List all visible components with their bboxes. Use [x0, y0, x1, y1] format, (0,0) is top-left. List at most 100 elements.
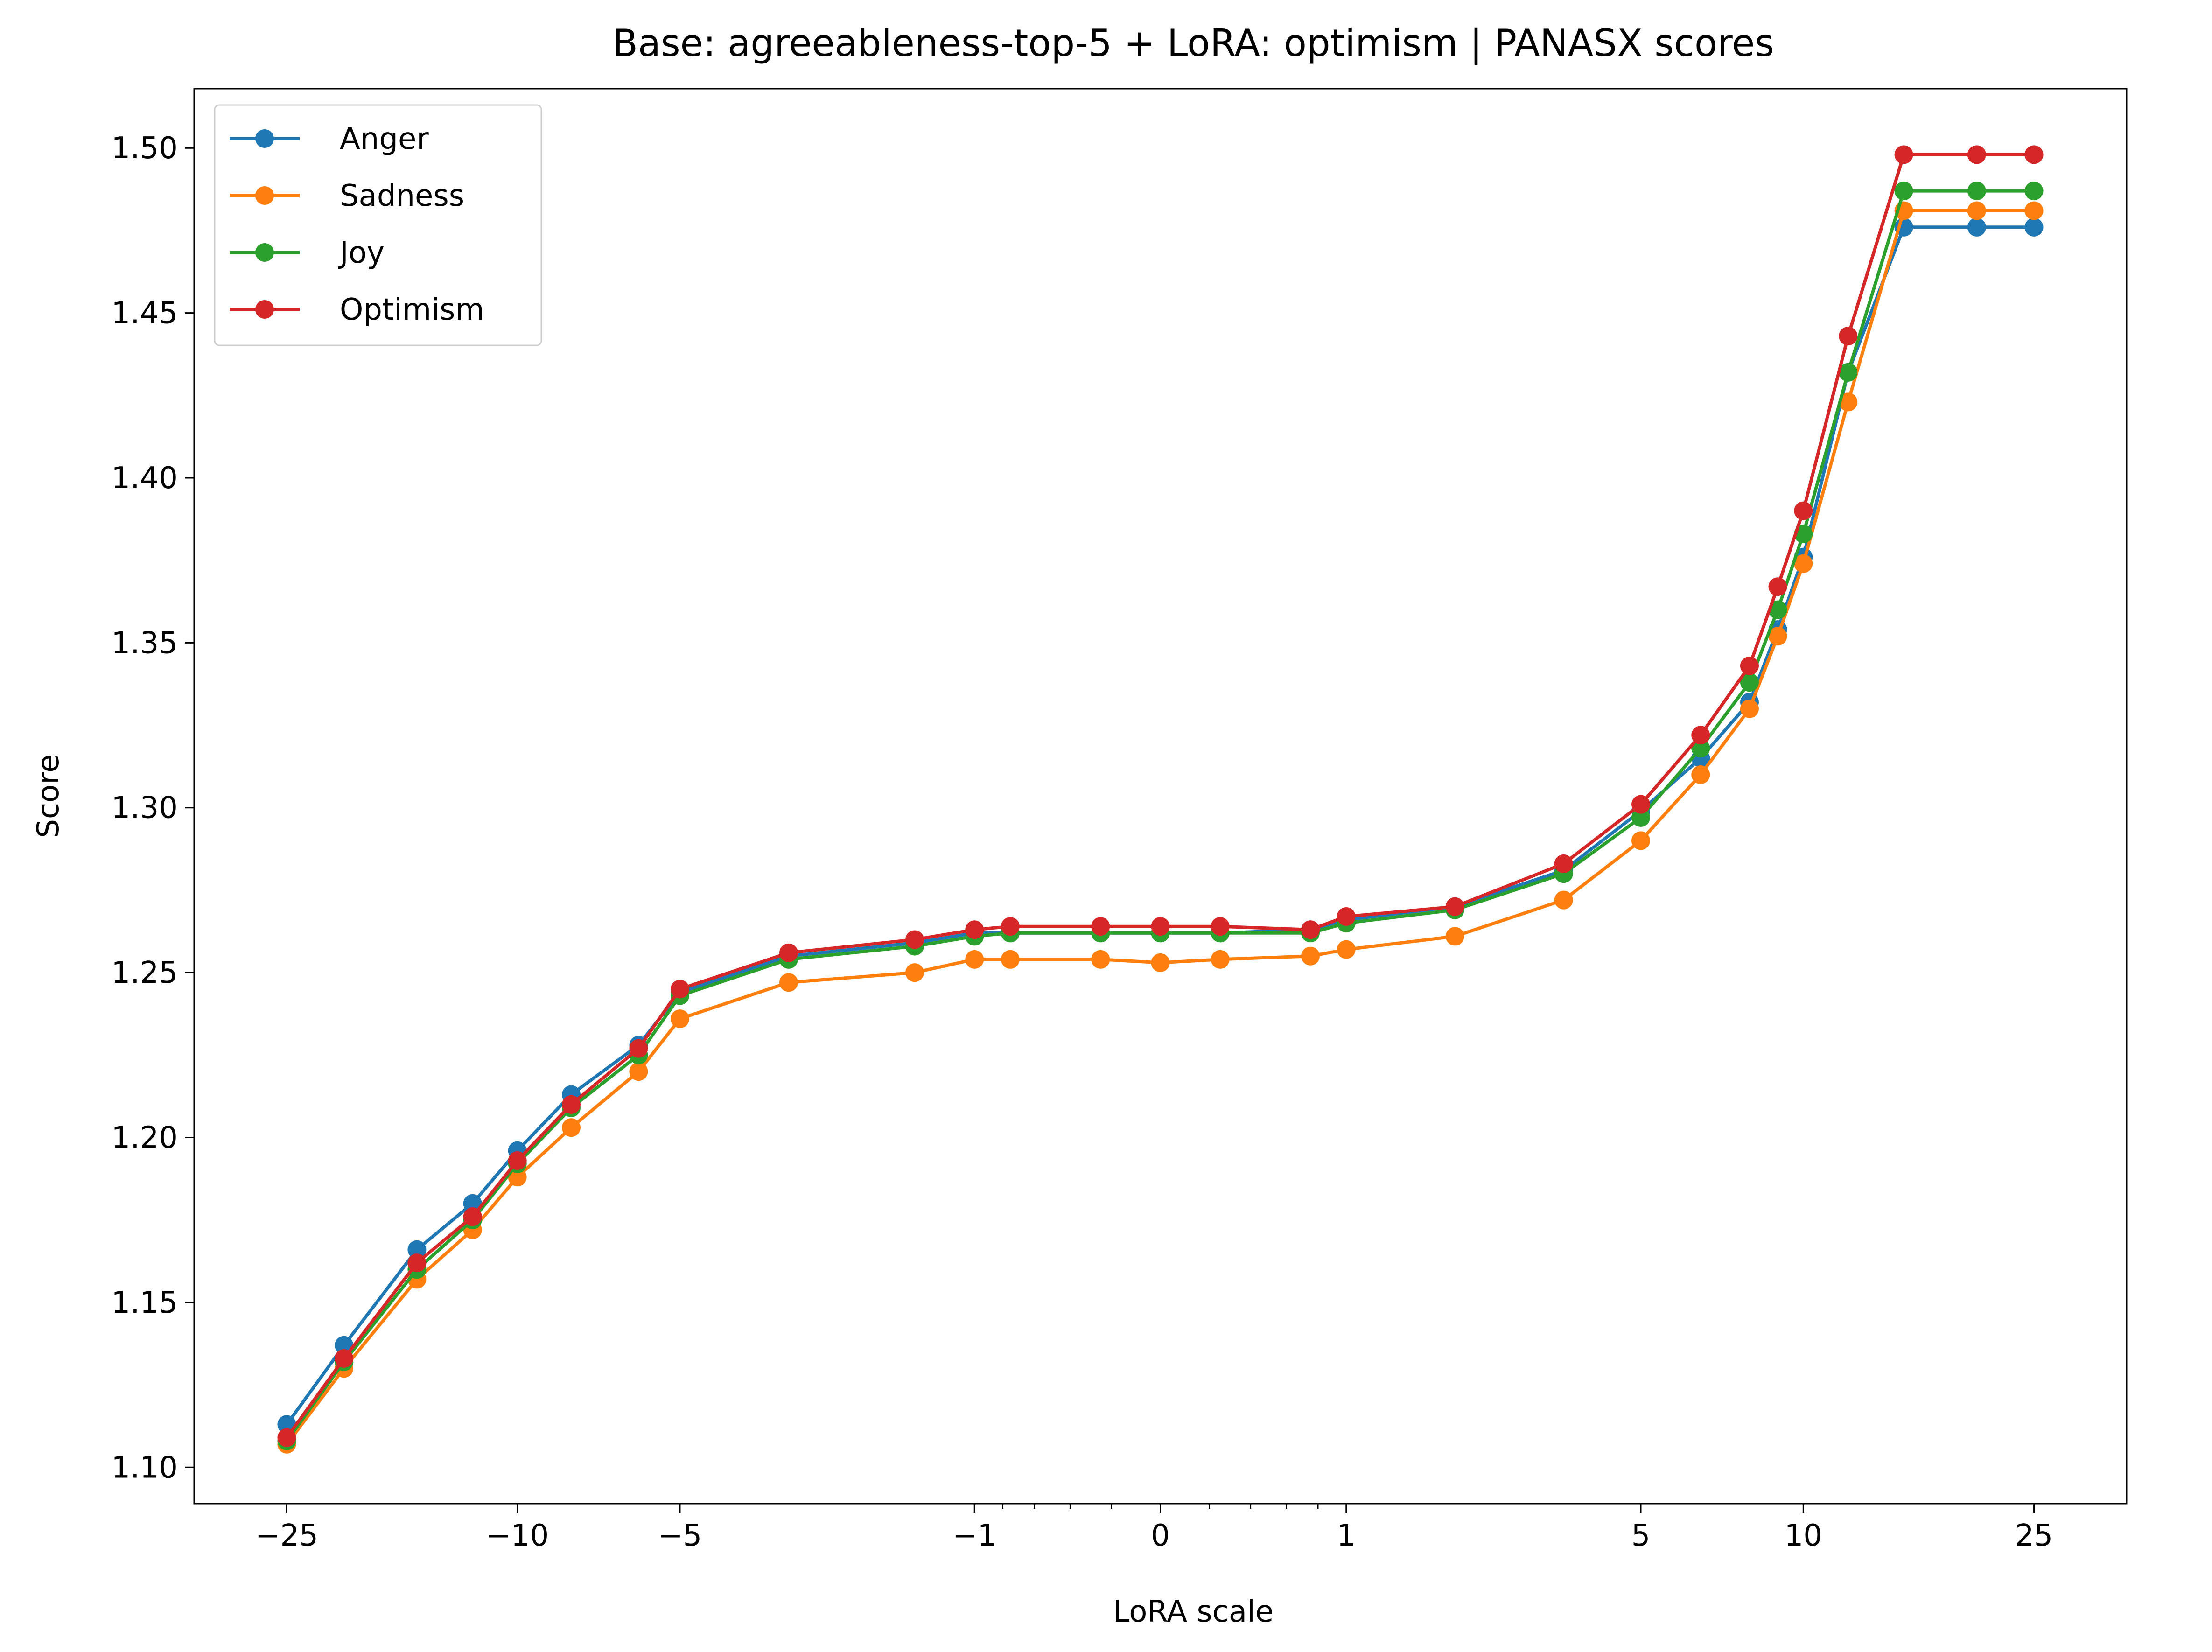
data-point [1001, 950, 1020, 969]
data-point [965, 950, 984, 969]
y-tick-label: 1.20 [112, 1120, 178, 1155]
series-line [285, 153, 2034, 1439]
data-point [463, 1194, 482, 1213]
data-point [2024, 201, 2044, 220]
data-point [1740, 656, 1759, 675]
legend-label: Sadness [340, 179, 464, 213]
chart-title: Base: agreeableness-top-5 + LoRA: optimi… [612, 21, 1774, 65]
y-axis: 1.10 1.15 1.20 1.25 1.30 1.35 1.40 1.45 1.50 [112, 131, 194, 1485]
plot-area: 1.10 1.15 1.20 1.25 1.30 1.35 1.40 1.45 1.50 −25… [112, 88, 2128, 1553]
y-tick-label: 1.25 [112, 956, 178, 990]
series-sadness [277, 201, 2044, 1454]
legend-label: Joy [338, 236, 385, 270]
data-point [1768, 577, 1787, 596]
data-point [1794, 554, 1813, 573]
x-tick-label: −1 [952, 1519, 996, 1553]
y-tick-label: 1.50 [112, 131, 178, 166]
x-tick-label: 10 [1785, 1519, 1822, 1553]
legend: Anger Sadness Joy Optimism [214, 104, 542, 346]
legend-item: Joy [230, 236, 385, 270]
y-tick-label: 1.35 [112, 626, 178, 660]
data-point [1091, 950, 1110, 969]
data-point [629, 1062, 648, 1081]
data-point [905, 963, 924, 982]
legend-label: Anger [340, 122, 429, 156]
data-point [1631, 808, 1651, 827]
data-point [2024, 145, 2044, 164]
data-point [463, 1207, 482, 1226]
data-point [562, 1118, 581, 1137]
data-point [629, 1039, 648, 1058]
data-point [335, 1349, 354, 1368]
data-point [1554, 854, 1573, 873]
data-point [1301, 946, 1320, 966]
data-point [1967, 182, 1986, 201]
legend-marker [255, 243, 274, 262]
data-point [1691, 765, 1710, 784]
y-tick-label: 1.45 [112, 296, 178, 331]
data-point [1967, 217, 1986, 237]
data-point [1631, 795, 1651, 814]
data-point [779, 943, 798, 962]
legend-marker [255, 186, 274, 205]
legend-frame [214, 104, 542, 346]
data-point [277, 1428, 296, 1447]
data-point [1445, 897, 1464, 916]
data-point [1768, 600, 1787, 619]
data-point [965, 920, 984, 939]
data-point [1151, 917, 1170, 936]
data-point [1337, 940, 1356, 959]
data-point [1091, 917, 1110, 936]
data-point [905, 930, 924, 949]
x-tick-label: −25 [255, 1519, 318, 1553]
series-line [285, 189, 2034, 1442]
data-point [1301, 920, 1320, 939]
legend-marker [255, 300, 274, 319]
data-point [2024, 217, 2044, 237]
data-point [1794, 501, 1813, 520]
plot-frame [193, 88, 2128, 1505]
data-point [1839, 392, 1858, 412]
data-point [1740, 699, 1759, 718]
series-line [285, 209, 2034, 1445]
legend-item: Anger [230, 122, 429, 156]
data-point [1691, 739, 1710, 758]
data-point [407, 1253, 427, 1273]
legend-item: Optimism [230, 293, 484, 327]
data-point [1211, 917, 1230, 936]
y-tick-label: 1.30 [112, 791, 178, 826]
legend-marker [255, 129, 274, 148]
data-point [1839, 363, 1858, 382]
data-point [1554, 890, 1573, 910]
legend-item: Sadness [230, 179, 464, 213]
data-point [1337, 907, 1356, 926]
x-tick-label: 0 [1151, 1519, 1170, 1553]
data-point [1768, 627, 1787, 646]
data-point [1631, 831, 1651, 850]
legend-label: Optimism [340, 293, 484, 327]
x-tick-label: −10 [486, 1519, 549, 1553]
y-tick-label: 1.10 [112, 1450, 178, 1485]
y-tick-label: 1.40 [112, 461, 178, 496]
data-point [2024, 182, 2044, 201]
data-point [407, 1240, 427, 1259]
data-point [779, 973, 798, 992]
data-point [562, 1095, 581, 1114]
data-point [508, 1151, 527, 1170]
data-point [1894, 182, 1913, 201]
x-axis: −25 −10 −5 −1 0 1 5 10 25 [255, 1504, 2053, 1553]
data-point [1839, 327, 1858, 346]
data-point [1967, 145, 1986, 164]
x-axis-label: LoRA scale [1113, 1595, 1274, 1629]
y-tick-label: 1.15 [112, 1286, 178, 1320]
data-point [1691, 726, 1710, 745]
data-point [670, 980, 689, 999]
data-point [1445, 927, 1464, 946]
series-optimism [277, 145, 2044, 1447]
y-axis-label: Score [31, 754, 66, 838]
data-point [1001, 917, 1020, 936]
series-layer [277, 145, 2044, 1454]
data-point [508, 1168, 527, 1187]
x-tick-label: −5 [658, 1519, 702, 1553]
